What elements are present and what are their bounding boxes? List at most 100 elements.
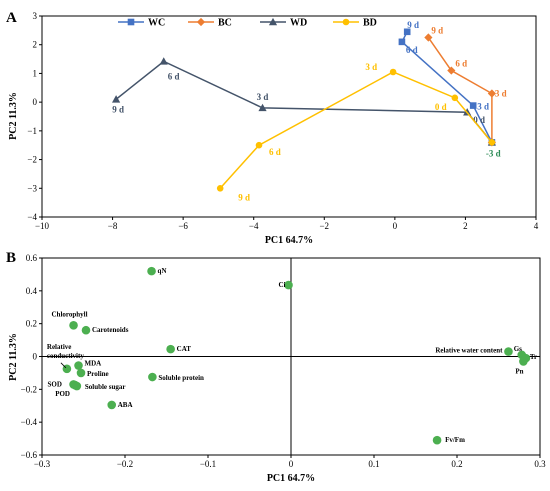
panel-a-legend: WC BC WD BD xyxy=(118,18,377,29)
label-leader-relative-conductivity xyxy=(60,362,67,369)
point-label-bc-3: 9 d xyxy=(431,26,443,36)
variable-mda: MDA xyxy=(74,360,101,370)
variable-chlorophyll: Chlorophyll xyxy=(52,310,88,330)
b-y-tick-label: −0.2 xyxy=(21,384,37,394)
b-x-tick-label: 0.3 xyxy=(534,459,546,469)
b-y-tick-label: 0.2 xyxy=(26,319,37,329)
variable-soluble-protein: Soluble protein xyxy=(148,372,204,382)
point-label-wd-2: 3 d xyxy=(257,92,269,102)
variable-qn: qN xyxy=(147,266,167,276)
variable-relative-water-content: Relative water content xyxy=(435,347,513,356)
a-x-tick-label: 2 xyxy=(463,221,468,231)
legend-label-bd: BD xyxy=(363,18,377,29)
legend-marker-wc xyxy=(127,18,135,26)
point-qn xyxy=(147,266,156,276)
panel-a-x-ticks: −10 −8 −6 −4 −2 0 2 4 xyxy=(35,217,539,231)
legend-marker-bd xyxy=(342,18,350,26)
b-x-tick-label: 0 xyxy=(289,459,294,469)
a-x-tick-label: −10 xyxy=(35,221,50,231)
label-cat: CAT xyxy=(177,345,192,353)
b-x-tick-label: −0.1 xyxy=(200,459,216,469)
point-label-bd-3: 6 d xyxy=(269,147,281,157)
b-y-tick-label: −0.6 xyxy=(21,450,38,460)
variable-proline: Proline xyxy=(76,368,109,378)
b-x-tick-label: 0.2 xyxy=(451,459,462,469)
point-label-bc-2: 6 d xyxy=(455,59,467,69)
b-y-tick-label: −0.4 xyxy=(21,417,38,427)
panel-b-y-ticks: 0.6 0.4 0.2 0 −0.2 −0.4 −0.6 xyxy=(21,253,42,460)
point-fv-fm xyxy=(432,435,442,445)
label-pn: Pn xyxy=(515,367,523,375)
series-bd: 0 d 3 d 6 d 9 d xyxy=(216,62,496,202)
point-ci xyxy=(284,280,293,290)
label-relative-water-content: Relative water content xyxy=(435,347,503,355)
point-wd-3 xyxy=(159,57,168,65)
panel-a-y-ticks: 3 2 1 0 −1 −2 −3 −4 xyxy=(27,11,42,222)
panel-a-y-axis-title: PC2 11.3% xyxy=(8,92,19,140)
point-wd-4 xyxy=(112,95,121,103)
a-x-tick-label: −4 xyxy=(249,221,259,231)
a-y-tick-label: 0 xyxy=(33,97,38,107)
series-wc: -3 d 3 d 6 d 9 d xyxy=(398,20,501,158)
a-x-tick-label: 4 xyxy=(534,221,539,231)
point-bd-2 xyxy=(389,68,397,76)
point-aba xyxy=(107,400,117,410)
point-wc-3 xyxy=(403,28,411,36)
point-wc-1 xyxy=(469,102,477,109)
point-label-wc-1: 3 d xyxy=(477,102,489,112)
a-x-tick-label: −8 xyxy=(108,221,118,231)
b-y-tick-label: 0.6 xyxy=(26,253,38,263)
label-relative-conductivity: Relative conductivity xyxy=(47,343,84,360)
series-line-bc xyxy=(427,37,493,143)
legend-marker-wd xyxy=(268,17,278,26)
a-y-tick-label: 2 xyxy=(33,40,38,50)
legend-label-wd: WD xyxy=(290,18,307,29)
label-soluble-sugar: Soluble sugar xyxy=(85,383,126,391)
label-carotenoids: Carotenoids xyxy=(92,326,129,334)
point-bd-4 xyxy=(216,184,224,192)
point-mda xyxy=(74,361,83,370)
point-bd-3 xyxy=(255,141,263,149)
point-bc-2 xyxy=(447,66,456,75)
variable-pn: Pn xyxy=(515,357,528,375)
point-wc-2 xyxy=(398,38,406,46)
point-bd-0 xyxy=(488,139,496,146)
panel-a-letter: A xyxy=(6,10,17,26)
variable-aba: ABA xyxy=(107,400,133,410)
b-x-tick-label: −0.2 xyxy=(117,459,133,469)
label-mda: MDA xyxy=(85,360,102,368)
b-y-tick-label: 0 xyxy=(33,352,38,362)
panel-b-letter: B xyxy=(6,250,16,266)
label-proline: Proline xyxy=(87,370,109,378)
panel-b-x-axis-title: PC1 64.7% xyxy=(267,473,315,484)
a-x-tick-label: −6 xyxy=(178,221,188,231)
label-gs: Gs xyxy=(514,345,522,353)
a-y-tick-label: −4 xyxy=(27,212,37,222)
b-y-tick-label: 0.4 xyxy=(26,286,38,296)
point-bc-1 xyxy=(487,89,496,98)
series-line-bd xyxy=(219,71,493,189)
panel-a-frame xyxy=(41,15,537,218)
point-pn xyxy=(519,357,528,366)
panel-b-x-ticks: −0.3 −0.2 −0.1 0 0.1 0.2 0.3 xyxy=(34,455,546,469)
label-ci: Ci xyxy=(279,281,286,289)
variable-cat: CAT xyxy=(166,344,192,354)
label-chlorophyll: Chlorophyll xyxy=(52,310,88,318)
b-x-tick-label: −0.3 xyxy=(34,459,51,469)
legend-label-wc: WC xyxy=(148,18,165,29)
point-bc-3 xyxy=(424,33,433,42)
panel-b-y-axis-title: PC2 11.3% xyxy=(8,333,19,381)
point-wd-2 xyxy=(258,103,267,112)
point-label-bd-2: 3 d xyxy=(365,62,377,72)
point-label-wd-4: 9 d xyxy=(112,104,124,114)
label-fv-fm: Fv/Fm xyxy=(445,436,465,444)
variable-fv-fm: Fv/Fm xyxy=(432,435,465,445)
panel-b-points: qN Ci Chlorophyll Carotenoids CAT Relative con… xyxy=(47,266,537,445)
point-carotenoids xyxy=(81,325,91,335)
a-x-tick-label: 0 xyxy=(393,221,398,231)
legend-marker-bc xyxy=(196,17,206,27)
point-label-wd-1: 0 d xyxy=(473,115,485,125)
point-relative-water-content xyxy=(504,347,513,356)
point-soluble-protein xyxy=(148,372,157,382)
